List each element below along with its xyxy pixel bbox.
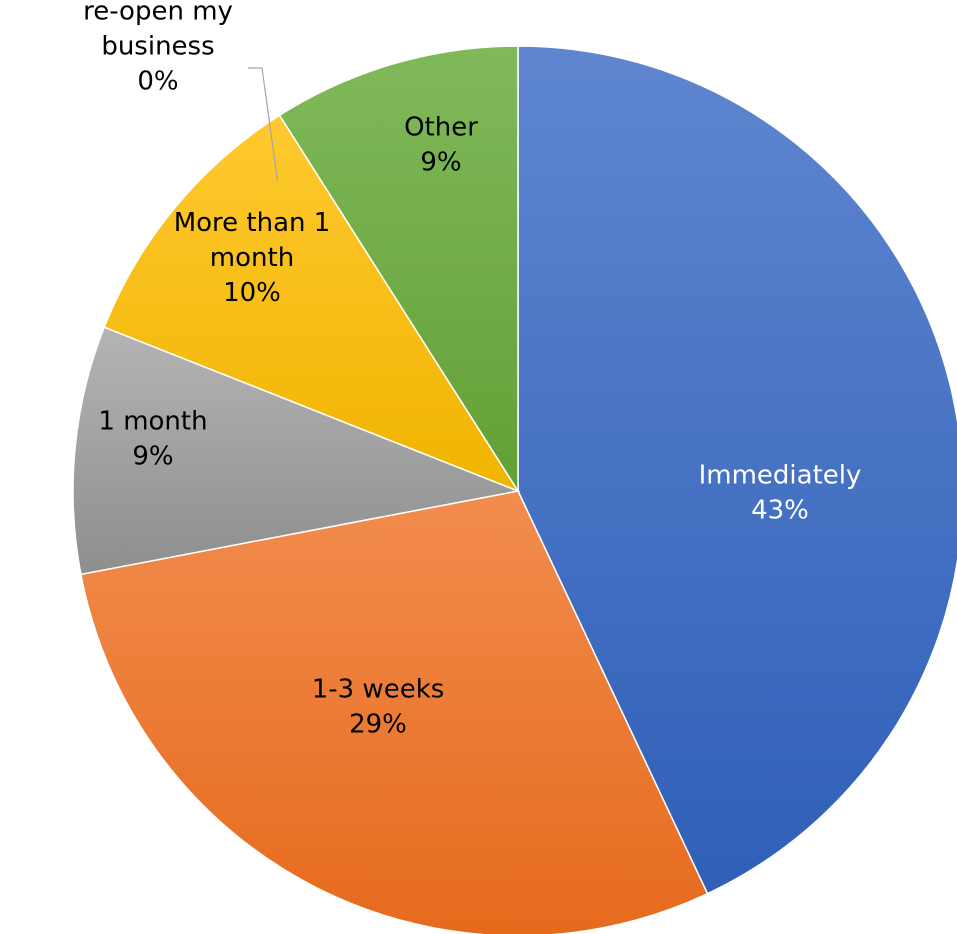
leader-line <box>248 67 279 182</box>
pie-slice-1-3-weeks <box>80 490 709 934</box>
slice-label-1-month: 1 month 9% <box>98 407 207 472</box>
pie-slice-other <box>278 45 519 494</box>
slice-label-i-will-not-be-able-to-re-open-my-business: I will not be able tore-open mybusiness0… <box>34 0 283 97</box>
slice-label-1-3-weeks: 1-3 weeks 29% <box>312 675 445 740</box>
slice-label-more-than-1-month: More than 1 month 10% <box>174 208 331 308</box>
pie-slice-more-than-1-month <box>103 114 520 493</box>
slice-label-immediately: Immediately 43% <box>699 461 862 526</box>
slice-label-other: Other 9% <box>404 113 478 178</box>
pie-slice-immediately <box>517 45 957 895</box>
pie-slice-1-month <box>72 326 521 576</box>
